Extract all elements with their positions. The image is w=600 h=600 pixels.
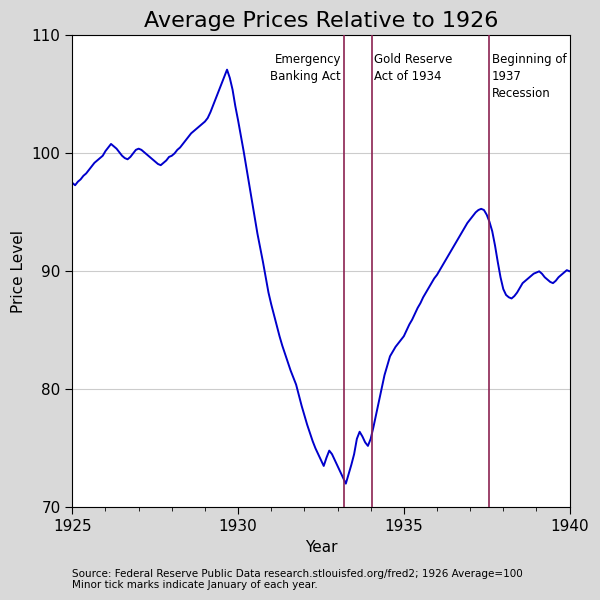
Text: Gold Reserve
Act of 1934: Gold Reserve Act of 1934 (374, 53, 453, 83)
Text: Source: Federal Reserve Public Data research.stlouisfed.org/fred2; 1926 Average=: Source: Federal Reserve Public Data rese… (73, 569, 523, 590)
Text: Beginning of
1937
Recession: Beginning of 1937 Recession (492, 53, 566, 100)
X-axis label: Year: Year (305, 539, 337, 554)
Y-axis label: Price Level: Price Level (11, 230, 26, 313)
Title: Average Prices Relative to 1926: Average Prices Relative to 1926 (144, 11, 498, 31)
Text: Emergency
Banking Act: Emergency Banking Act (271, 53, 341, 83)
